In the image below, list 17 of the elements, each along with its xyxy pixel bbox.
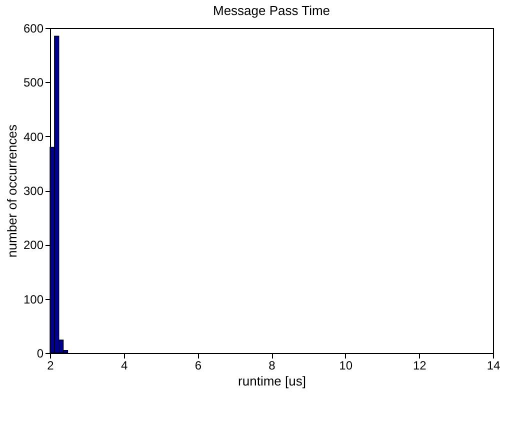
x-tick-label: 14 [486, 358, 500, 372]
y-tick-label: 500 [23, 76, 44, 90]
y-tick-label: 0 [36, 346, 44, 360]
y-tick-label: 100 [23, 292, 44, 306]
x-tick-label: 12 [412, 358, 427, 372]
x-tick-label: 2 [47, 358, 54, 372]
x-tick-label: 4 [120, 358, 128, 372]
chart-title: Message Pass Time [212, 3, 330, 18]
y-tick-label: 400 [23, 130, 44, 144]
x-tick-label: 8 [268, 358, 276, 372]
y-tick-label: 300 [23, 184, 44, 198]
y-axis-title: number of occurrences [4, 124, 20, 258]
y-tick-label: 200 [23, 238, 44, 252]
x-tick-label: 10 [339, 358, 353, 372]
x-tick-label: 6 [194, 358, 202, 372]
y-tick-label: 600 [23, 22, 44, 36]
x-axis-title: runtime [us] [238, 374, 306, 388]
